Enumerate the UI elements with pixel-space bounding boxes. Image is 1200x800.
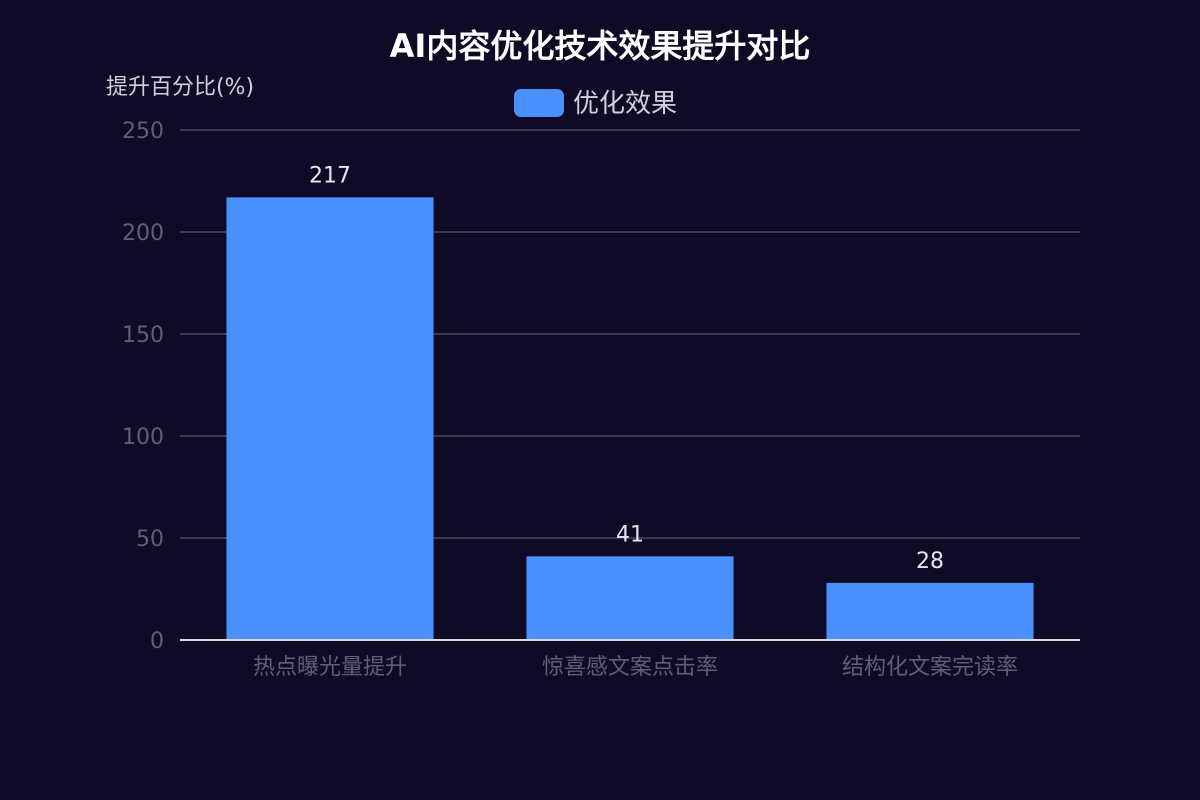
legend-label: 优化效果 [573,89,677,119]
y-tick-label: 200 [122,221,164,246]
bar[interactable] [526,556,734,640]
data-label: 28 [916,549,944,574]
y-axis-label: 提升百分比(%) [106,75,254,100]
bar[interactable] [226,197,434,640]
data-label: 217 [309,163,351,188]
y-tick-label: 50 [136,527,164,552]
bars: 217 41 28 [226,163,1034,640]
y-axis-ticks: 0 50 100 150 200 250 [122,119,164,654]
x-tick-label: 热点曝光量提升 [253,655,407,680]
y-tick-label: 250 [122,119,164,144]
chart-title: AI内容优化技术效果提升对比 [390,27,811,65]
y-tick-label: 100 [122,425,164,450]
x-tick-label: 惊喜感文案点击率 [542,655,718,680]
bar[interactable] [826,582,1034,640]
y-tick-label: 150 [122,323,164,348]
legend-swatch [514,89,564,117]
y-tick-label: 0 [150,629,164,654]
legend[interactable]: 优化效果 [514,89,677,119]
x-axis-ticks: 热点曝光量提升 惊喜感文案点击率 结构化文案完读率 [253,655,1018,680]
x-tick-label: 结构化文案完读率 [842,655,1018,680]
data-label: 41 [616,522,644,547]
